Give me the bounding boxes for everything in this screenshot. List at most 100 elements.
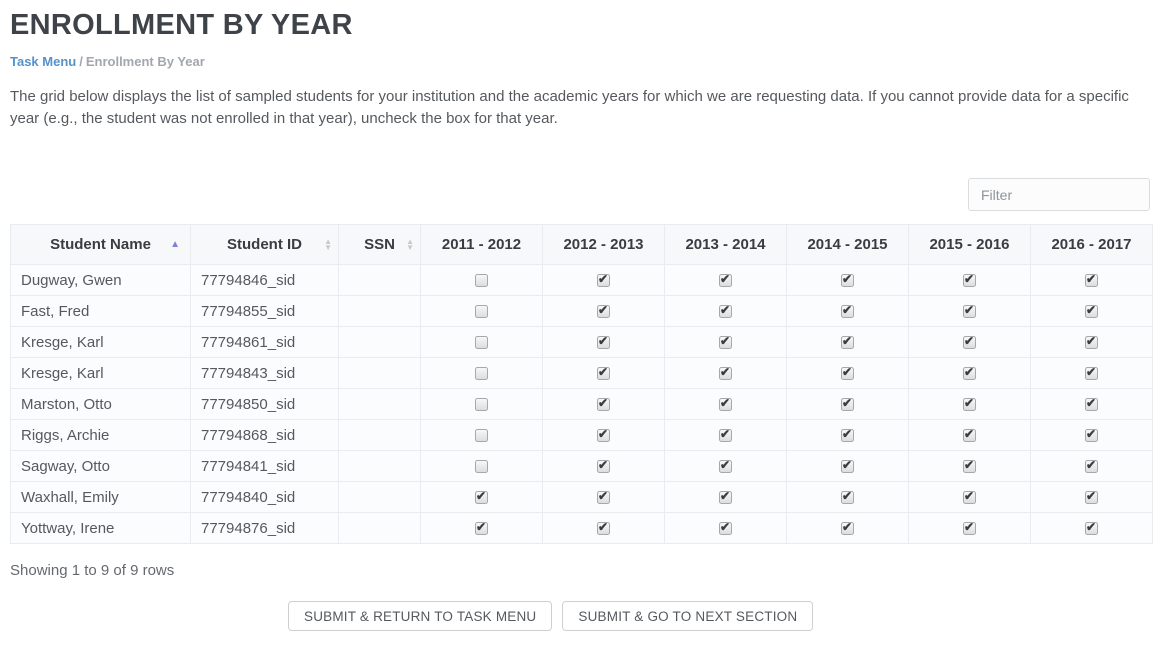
- page-title: ENROLLMENT BY YEAR: [10, 9, 353, 41]
- year-checkbox-2016-2017[interactable]: [1085, 334, 1098, 350]
- year-checkbox-2015-2016[interactable]: [963, 303, 976, 319]
- table-row: Marston, Otto 77794850_sid: [10, 388, 1153, 420]
- year-cell: [664, 450, 787, 482]
- table-header-row: Student Name ▲ Student ID ▲ ▼ SSN ▲ ▼ 2011…: [10, 224, 1153, 265]
- year-checkbox-2011-2012[interactable]: [475, 460, 488, 474]
- year-cell: [542, 326, 665, 358]
- year-checkbox-2015-2016[interactable]: [963, 489, 976, 505]
- year-checkbox-2014-2015[interactable]: [841, 334, 854, 350]
- year-checkbox-2011-2012[interactable]: [475, 520, 488, 536]
- year-checkbox-2015-2016[interactable]: [963, 272, 976, 288]
- year-checkbox-2013-2014[interactable]: [719, 303, 732, 319]
- column-header-label: SSN: [364, 236, 395, 253]
- sort-icon[interactable]: ▲ ▼: [406, 236, 414, 252]
- year-checkbox-2011-2012[interactable]: [475, 367, 488, 381]
- year-checkbox-2013-2014[interactable]: [719, 427, 732, 443]
- year-checkbox-2013-2014[interactable]: [719, 365, 732, 381]
- year-checkbox-2014-2015[interactable]: [841, 520, 854, 536]
- year-checkbox-2016-2017[interactable]: [1085, 365, 1098, 381]
- year-cell: [1030, 512, 1153, 544]
- year-checkbox-2016-2017[interactable]: [1085, 272, 1098, 288]
- year-cell: [786, 295, 909, 327]
- year-cell: [664, 295, 787, 327]
- year-checkbox-2016-2017[interactable]: [1085, 458, 1098, 474]
- year-checkbox-2015-2016[interactable]: [963, 365, 976, 381]
- year-checkbox-2015-2016[interactable]: [963, 396, 976, 412]
- year-checkbox-2016-2017[interactable]: [1085, 303, 1098, 319]
- year-checkbox-2016-2017[interactable]: [1085, 520, 1098, 536]
- year-checkbox-2014-2015[interactable]: [841, 427, 854, 443]
- year-cell: [908, 326, 1031, 358]
- sort-ascending-icon[interactable]: ▲: [170, 238, 180, 250]
- year-checkbox-2012-2013[interactable]: [597, 365, 610, 381]
- column-header-2014-2015: 2014 - 2015: [786, 224, 909, 265]
- year-checkbox-2012-2013[interactable]: [597, 427, 610, 443]
- column-header-ssn[interactable]: SSN ▲ ▼: [338, 224, 421, 265]
- year-cell: [420, 512, 543, 544]
- year-cell: [908, 357, 1031, 389]
- year-checkbox-2013-2014[interactable]: [719, 458, 732, 474]
- year-cell: [420, 357, 543, 389]
- year-checkbox-2015-2016[interactable]: [963, 458, 976, 474]
- year-checkbox-2014-2015[interactable]: [841, 303, 854, 319]
- year-checkbox-2011-2012[interactable]: [475, 305, 488, 319]
- year-checkbox-2013-2014[interactable]: [719, 272, 732, 288]
- year-checkbox-2011-2012[interactable]: [475, 429, 488, 443]
- table-row: Yottway, Irene 77794876_sid: [10, 512, 1153, 544]
- year-checkbox-2011-2012[interactable]: [475, 274, 488, 288]
- year-checkbox-2011-2012[interactable]: [475, 398, 488, 412]
- year-checkbox-2012-2013[interactable]: [597, 489, 610, 505]
- year-checkbox-2013-2014[interactable]: [719, 396, 732, 412]
- student-name-cell: Dugway, Gwen: [10, 264, 191, 296]
- year-cell: [542, 419, 665, 451]
- year-checkbox-2016-2017[interactable]: [1085, 427, 1098, 443]
- year-checkbox-2015-2016[interactable]: [963, 334, 976, 350]
- breadcrumb-link-task-menu[interactable]: Task Menu: [10, 54, 77, 69]
- student-id-cell: 77794868_sid: [190, 419, 339, 451]
- year-checkbox-2013-2014[interactable]: [719, 489, 732, 505]
- showing-rows-status: Showing 1 to 9 of 9 rows: [10, 562, 175, 579]
- table-row: Sagway, Otto 77794841_sid: [10, 450, 1153, 482]
- breadcrumb: Task Menu / Enrollment By Year: [10, 54, 1150, 69]
- year-checkbox-2011-2012[interactable]: [475, 336, 488, 350]
- year-checkbox-2013-2014[interactable]: [719, 334, 732, 350]
- year-checkbox-2014-2015[interactable]: [841, 272, 854, 288]
- year-cell: [420, 326, 543, 358]
- year-cell: [1030, 326, 1153, 358]
- year-checkbox-2016-2017[interactable]: [1085, 489, 1098, 505]
- year-cell: [420, 450, 543, 482]
- table-row: Dugway, Gwen 77794846_sid: [10, 264, 1153, 296]
- year-checkbox-2014-2015[interactable]: [841, 489, 854, 505]
- submit-return-task-menu-button[interactable]: SUBMIT & RETURN TO TASK MENU: [288, 601, 553, 631]
- year-checkbox-2014-2015[interactable]: [841, 365, 854, 381]
- year-cell: [542, 512, 665, 544]
- year-checkbox-2012-2013[interactable]: [597, 458, 610, 474]
- year-cell: [664, 481, 787, 513]
- year-checkbox-2012-2013[interactable]: [597, 272, 610, 288]
- year-checkbox-2016-2017[interactable]: [1085, 396, 1098, 412]
- year-checkbox-2013-2014[interactable]: [719, 520, 732, 536]
- year-checkbox-2014-2015[interactable]: [841, 396, 854, 412]
- year-checkbox-2015-2016[interactable]: [963, 427, 976, 443]
- year-checkbox-2012-2013[interactable]: [597, 334, 610, 350]
- year-checkbox-2011-2012[interactable]: [475, 489, 488, 505]
- submit-next-section-button[interactable]: SUBMIT & GO TO NEXT SECTION: [562, 601, 814, 631]
- student-id-cell: 77794841_sid: [190, 450, 339, 482]
- table-row: Fast, Fred 77794855_sid: [10, 295, 1153, 327]
- year-cell: [908, 264, 1031, 296]
- ssn-cell: [338, 419, 421, 451]
- filter-input[interactable]: [968, 178, 1150, 211]
- student-id-cell: 77794861_sid: [190, 326, 339, 358]
- column-header-label: Student ID: [227, 236, 302, 253]
- sort-icon[interactable]: ▲ ▼: [324, 236, 332, 252]
- year-checkbox-2012-2013[interactable]: [597, 396, 610, 412]
- student-name-cell: Riggs, Archie: [10, 419, 191, 451]
- year-checkbox-2012-2013[interactable]: [597, 303, 610, 319]
- column-header-student-id[interactable]: Student ID ▲ ▼: [190, 224, 339, 265]
- column-header-student-name[interactable]: Student Name ▲: [10, 224, 191, 265]
- year-checkbox-2015-2016[interactable]: [963, 520, 976, 536]
- year-cell: [542, 388, 665, 420]
- ssn-cell: [338, 388, 421, 420]
- year-checkbox-2014-2015[interactable]: [841, 458, 854, 474]
- year-checkbox-2012-2013[interactable]: [597, 520, 610, 536]
